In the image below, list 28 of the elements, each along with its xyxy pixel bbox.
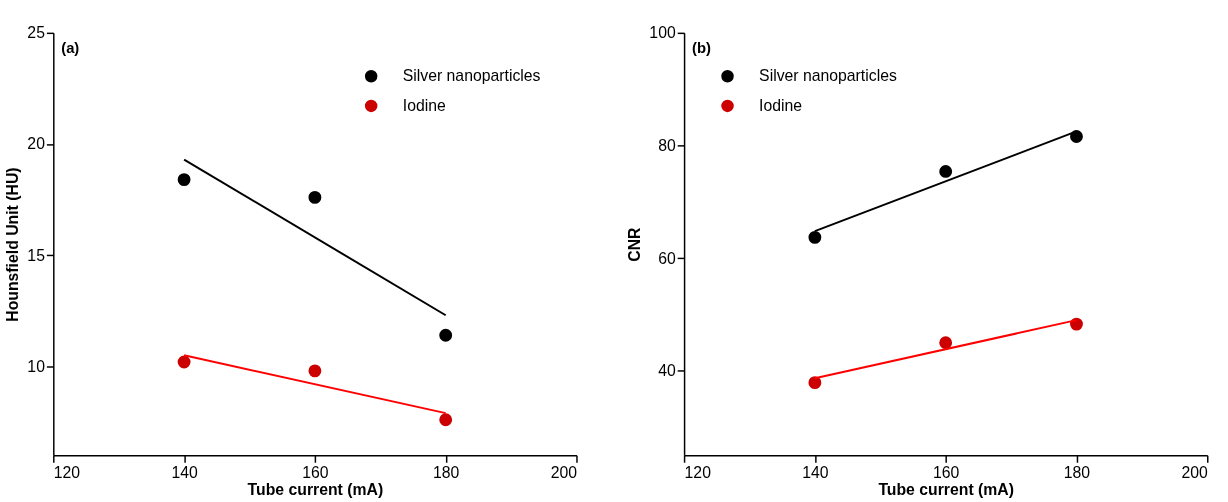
x-axis-title: Tube current (mA) xyxy=(878,481,1014,499)
x-axis-title: Tube current (mA) xyxy=(247,481,384,499)
x-tick-label: 200 xyxy=(1181,463,1208,481)
legend-label: Iodine xyxy=(402,96,446,114)
x-tick-label: 160 xyxy=(933,463,960,481)
annotation: (b) xyxy=(691,39,711,56)
y-tick-label: 40 xyxy=(658,362,676,380)
legend-label: Silver nanoparticles xyxy=(402,67,541,85)
y-tick-label: 20 xyxy=(27,135,46,153)
x-tick-label: 180 xyxy=(433,463,460,481)
y-tick-label: 60 xyxy=(658,249,676,267)
annotation: (a) xyxy=(61,39,80,56)
y-tick-label: 25 xyxy=(27,24,46,42)
y-axis-title: Hounsfield Unit (HU) xyxy=(4,167,22,322)
y-tick-label: 10 xyxy=(27,357,46,375)
y-tick-label: 15 xyxy=(27,246,46,264)
legend-label: Silver nanoparticles xyxy=(759,67,897,85)
y-tick-label: 100 xyxy=(649,24,676,42)
x-tick-label: 120 xyxy=(684,463,712,481)
y-axis-title: CNR xyxy=(626,226,644,262)
x-tick-label: 200 xyxy=(550,463,578,481)
y-tick-label: 80 xyxy=(658,136,676,154)
x-tick-label: 140 xyxy=(171,463,198,481)
x-tick-label: 180 xyxy=(1063,463,1091,481)
x-tick-label: 120 xyxy=(53,463,81,481)
x-tick-label: 160 xyxy=(302,463,329,481)
legend-label: Iodine xyxy=(759,96,803,114)
x-tick-label: 140 xyxy=(802,463,829,481)
